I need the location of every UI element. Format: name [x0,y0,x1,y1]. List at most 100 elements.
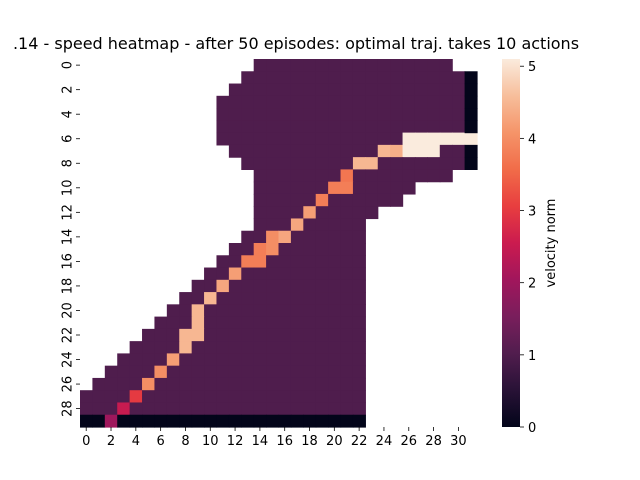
heatmap-cell [365,120,379,134]
heatmap-cell [204,304,218,318]
heatmap-cell [253,120,267,134]
heatmap-cell [414,132,428,146]
heatmap-cell [340,230,354,244]
heatmap-cell [204,292,218,305]
heatmap-cell [315,218,329,232]
heatmap-cell [328,95,342,109]
heatmap-cell [315,341,329,354]
heatmap-cell [166,328,180,342]
heatmap-cell [303,108,317,121]
heatmap-cell [253,181,267,195]
heatmap-cell [278,341,292,354]
heatmap-cell [228,414,242,428]
heatmap-cell [290,144,304,158]
heatmap-cell [129,402,143,416]
heatmap-cell [166,377,180,391]
heatmap-cell [278,255,292,269]
x-tick-label: 18 [301,434,318,449]
chart-title: .14 - speed heatmap - after 50 episodes:… [13,34,579,53]
heatmap-cell [390,157,404,170]
heatmap-cell [204,365,218,379]
heatmap-cell [191,402,205,416]
heatmap-cell [241,267,255,281]
heatmap-cell [303,193,317,207]
heatmap-cell [303,95,317,109]
heatmap-cell [402,71,416,85]
heatmap-cell [315,83,329,97]
heatmap-cell [228,304,242,318]
x-tick-label: 28 [425,434,442,449]
heatmap-cell [377,120,391,134]
heatmap-cell [328,341,342,354]
heatmap-cell [216,267,230,281]
heatmap-cell [439,169,453,183]
heatmap-cell [340,95,354,109]
heatmap-cell [352,120,366,134]
y-tick-label: 26 [61,376,76,393]
heatmap-cell [352,59,366,72]
heatmap-cell [278,157,292,170]
heatmap-cell [328,157,342,170]
heatmap-cell [253,267,267,281]
heatmap-cell [328,218,342,232]
heatmap-cell [278,230,292,244]
colorbar-tick-label: 3 [528,205,536,220]
x-tick-label: 14 [252,434,269,449]
heatmap-cell [92,390,106,404]
heatmap-cell [377,71,391,85]
colorbar-tick-label: 5 [528,60,536,75]
heatmap-cell [266,132,280,146]
heatmap-cell [303,328,317,342]
heatmap-cell [340,83,354,97]
heatmap-cell [253,108,267,121]
heatmap-cell [365,206,379,220]
heatmap-cell [328,169,342,183]
heatmap-cell [278,59,292,72]
heatmap-cell [290,83,304,97]
heatmap-cell [315,169,329,183]
heatmap-cell [104,390,118,404]
heatmap-cell [328,304,342,318]
heatmap-cell [414,144,428,158]
heatmap-cell [290,365,304,379]
heatmap-cell [303,218,317,232]
x-tick-label: 22 [351,434,368,449]
heatmap-cell [129,365,143,379]
heatmap-cell [266,353,280,367]
heatmap-cell [228,390,242,404]
heatmap-cell [253,144,267,158]
heatmap-cell [266,279,280,293]
heatmap-cell [154,316,168,330]
heatmap-cell [266,71,280,85]
heatmap-cell [278,206,292,220]
heatmap-cell [129,414,143,428]
heatmap-cell [241,83,255,97]
heatmap-cell [253,255,267,269]
heatmap-cell [179,292,193,305]
heatmap-cell [278,120,292,134]
heatmap-cell [179,341,193,354]
y-tick-label: 12 [61,204,76,221]
heatmap-cell [377,157,391,170]
colorbar-gradient [502,59,520,427]
heatmap-cell [340,255,354,269]
heatmap-cell [241,157,255,170]
heatmap-cell [427,95,441,109]
heatmap-cell [290,243,304,256]
heatmap-cell [352,83,366,97]
heatmap-cell [191,377,205,391]
heatmap-cell [228,279,242,293]
colorbar-label: velocity norm [544,199,559,288]
heatmap-cell [315,328,329,342]
heatmap-cell [266,120,280,134]
heatmap-cell [290,267,304,281]
heatmap-cell [290,157,304,170]
heatmap-cell [104,402,118,416]
heatmap-cell [365,83,379,97]
heatmap-cell [129,390,143,404]
heatmap-cell [191,353,205,367]
heatmap-cell [365,108,379,121]
heatmap-cell [352,71,366,85]
heatmap-cell [253,243,267,256]
heatmap-cell [278,132,292,146]
